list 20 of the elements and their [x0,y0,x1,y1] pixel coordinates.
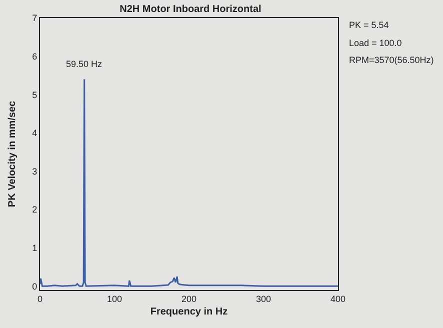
annotation: 59.50 Hz [66,59,103,69]
x-tick-label: 200 [181,294,197,304]
y-tick-label: 5 [32,90,38,100]
y-tick-label: 3 [32,166,38,176]
x-tick-label: 300 [256,294,272,304]
y-tick-label: 0 [32,281,38,292]
y-tick-label: 6 [32,51,38,62]
y-tick-label: 7 [32,13,38,24]
text: Load = 100.0 [349,38,402,48]
y-axis-title: PK Velocity in mm/sec [7,100,18,208]
chart-title: N2H Motor Inboard Horizontal [120,4,262,15]
y-tick-label: 4 [32,128,38,138]
x-tick-label: 400 [330,294,346,304]
line-series [40,78,338,287]
text: PK = 5.54 [349,20,389,30]
text: RPM=3570(56.50Hz) [349,55,434,65]
x-tick-label: 100 [106,294,122,304]
y-tick-label: 2 [32,204,38,215]
y-tick-label: 1 [32,243,38,254]
x-axis-title: Frequency in Hz [150,306,228,318]
